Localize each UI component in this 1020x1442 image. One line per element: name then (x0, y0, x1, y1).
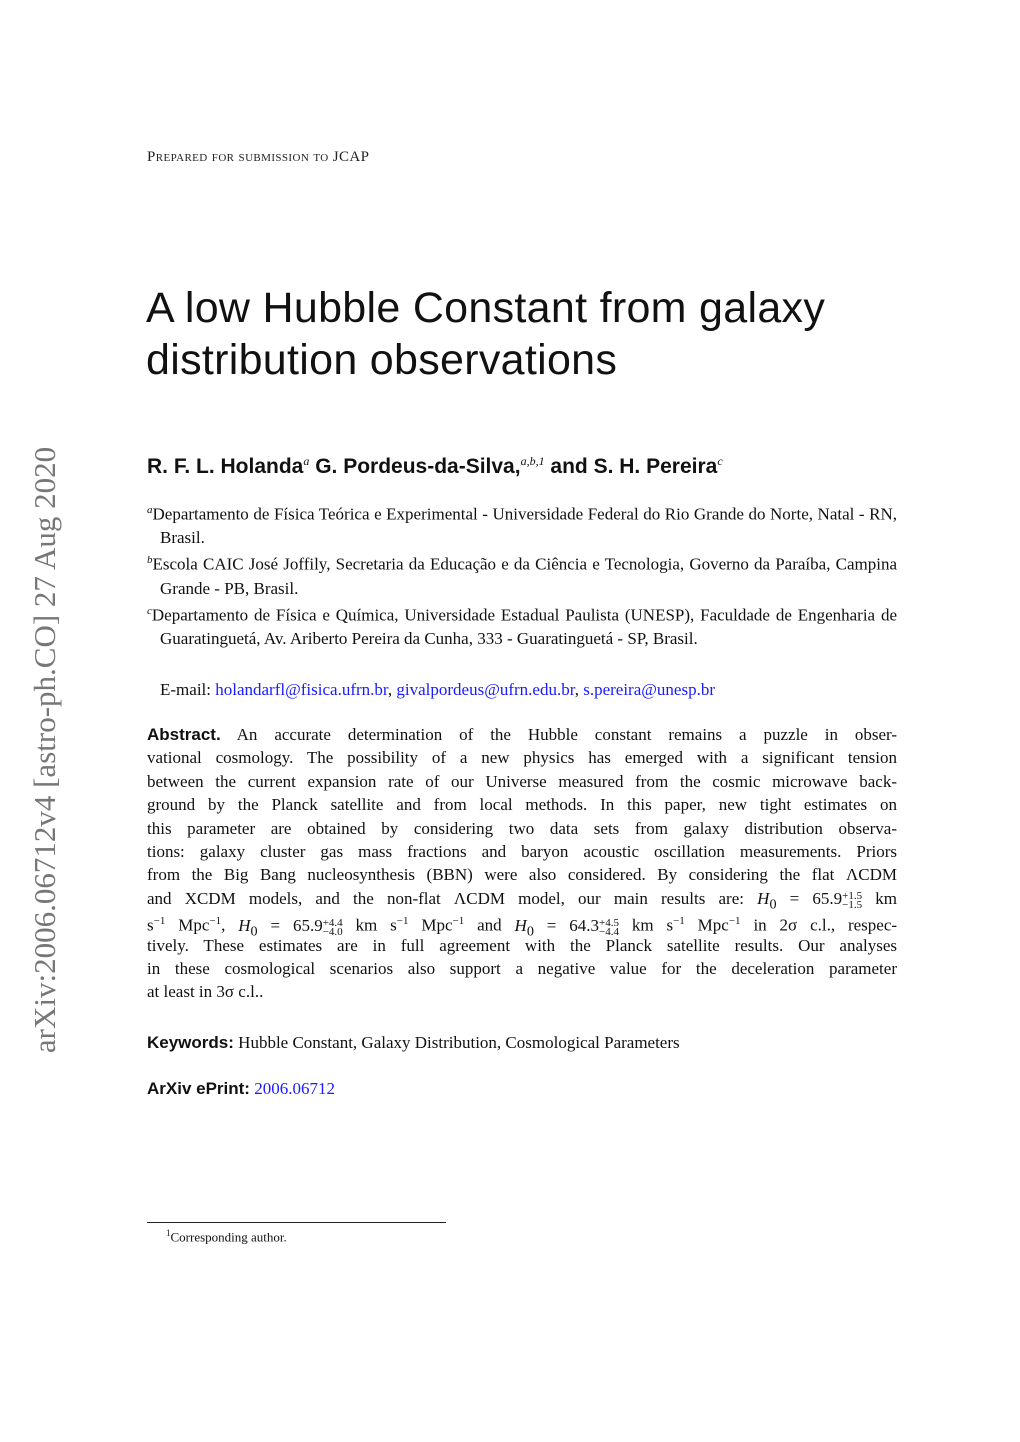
email-link[interactable]: s.pereira@unesp.br (583, 680, 715, 699)
abstract-line: between the current expansion rate of ou… (147, 771, 897, 791)
footnote-rule (147, 1222, 446, 1223)
abstract: Abstract. An accurate determination of t… (147, 723, 897, 1004)
footnote: 1Corresponding author. (166, 1228, 287, 1245)
paper-title: A low Hubble Constant from galaxy distri… (146, 282, 926, 386)
abstract-line: this parameter are obtained by consideri… (147, 818, 897, 838)
author: R. F. L. Holandaa (147, 454, 310, 478)
result-nonflat-lcdm: H0 = 64.3 +4.5 −4.4 (514, 915, 619, 940)
arxiv-eprint: ArXiv ePrint: 2006.06712 (147, 1079, 335, 1098)
abstract-line: Abstract. An accurate determination of t… (147, 725, 898, 744)
eprint-link[interactable]: 2006.06712 (254, 1079, 335, 1098)
abstract-line: vational cosmology. The possibility of a… (147, 748, 897, 768)
result-xcdm: H0 = 65.9 +4.4 −4.0 (238, 915, 343, 940)
abstract-line: ground by the Planck satellite and from … (147, 795, 897, 815)
title-line: A low Hubble Constant from galaxy (146, 284, 826, 332)
email-link[interactable]: givalpordeus@ufrn.edu.br (396, 680, 575, 699)
abstract-line: in these cosmological scenarios also sup… (147, 958, 897, 978)
author: G. Pordeus-da-Silva,a,b,1 (315, 454, 545, 478)
affiliation: cDepartamento de Física e Química, Unive… (147, 604, 897, 648)
abstract-line: tively. These estimates are in full agre… (147, 935, 897, 955)
email-link[interactable]: holandarfl@fisica.ufrn.br (215, 680, 388, 699)
affiliation: aDepartamento de Física Teórica e Experi… (147, 504, 897, 548)
abstract-label: Abstract. (147, 725, 221, 744)
author: and S. H. Pereirac (550, 454, 723, 478)
journal-header: Prepared for submission to JCAP (147, 149, 370, 165)
email-line: E-mail: holandarfl@fisica.ufrn.br, gival… (160, 680, 715, 699)
arxiv-stamp: arXiv:2006.06712v4 [astro-ph.CO] 27 Aug … (27, 446, 62, 1054)
abstract-line: at least in 3σ c.l.. (147, 982, 264, 1002)
title-line: distribution observations (146, 336, 618, 384)
keywords: Keywords: Hubble Constant, Galaxy Distri… (147, 1033, 680, 1052)
abstract-line: and XCDM models, and the non-flat ΛCDM m… (147, 888, 898, 913)
abstract-line: tions: galaxy cluster gas mass fractions… (147, 841, 897, 861)
affiliations: aDepartamento de Física Teórica e Experi… (147, 499, 897, 650)
result-flat-lcdm: H0 = 65.9 +1.5 −1.5 (757, 888, 863, 913)
abstract-line: from the Big Bang nucleosynthesis (BBN) … (147, 865, 897, 885)
affiliation: bEscola CAIC José Joffily, Secretaria da… (147, 554, 897, 598)
abstract-line: s−1 Mpc−1, H0 = 65.9 +4.4 −4.0 km s−1 Mpc−… (147, 915, 898, 940)
author-list: R. F. L. Holandaa G. Pordeus-da-Silva,a,… (147, 454, 723, 479)
